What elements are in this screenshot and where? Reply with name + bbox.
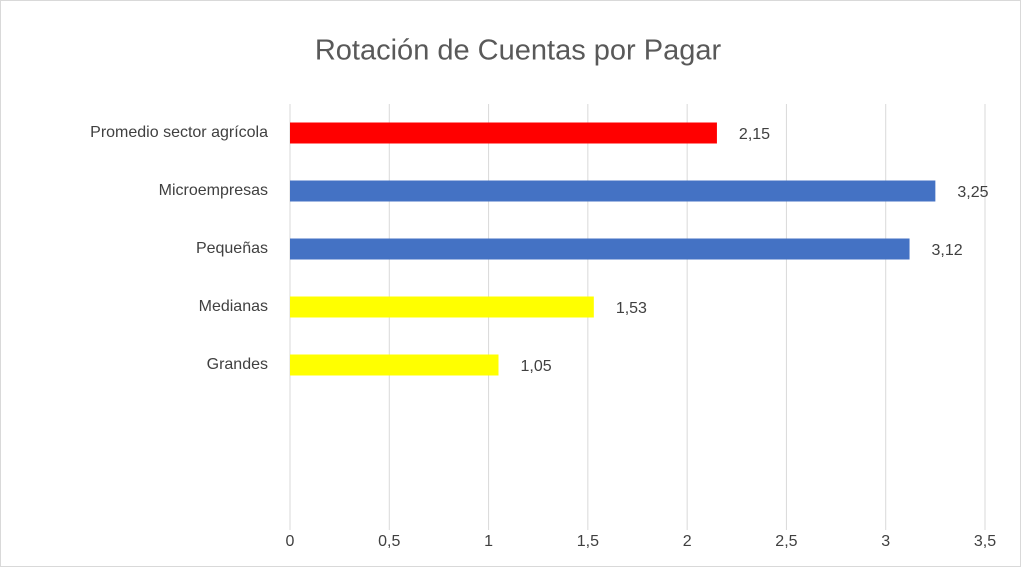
- x-tick-label: 0: [286, 533, 295, 550]
- value-label: 3,25: [957, 184, 988, 201]
- value-label: 1,53: [616, 300, 647, 317]
- x-tick-label: 2: [683, 533, 692, 550]
- x-tick-label: 3,5: [974, 533, 996, 550]
- value-label: 2,15: [739, 126, 770, 143]
- y-tick-label: Grandes: [207, 356, 268, 373]
- y-tick-label: Medianas: [199, 298, 268, 315]
- value-label: 1,05: [521, 358, 552, 375]
- bar: [290, 122, 717, 144]
- x-tick-label: 1: [484, 533, 493, 550]
- value-label: 3,12: [932, 242, 963, 259]
- bar: [290, 354, 499, 376]
- y-tick-label: Pequeñas: [196, 240, 268, 257]
- y-tick-label: Microempresas: [159, 182, 268, 199]
- x-tick-label: 3: [881, 533, 890, 550]
- x-tick-label: 0,5: [378, 533, 400, 550]
- x-tick-label: 2,5: [775, 533, 797, 550]
- y-tick-label: Promedio sector agrícola: [90, 124, 268, 141]
- bar: [290, 180, 936, 202]
- chart-title: Rotación de Cuentas por Pagar: [315, 35, 722, 67]
- bar: [290, 296, 594, 318]
- x-tick-label: 1,5: [577, 533, 599, 550]
- bar: [290, 238, 910, 260]
